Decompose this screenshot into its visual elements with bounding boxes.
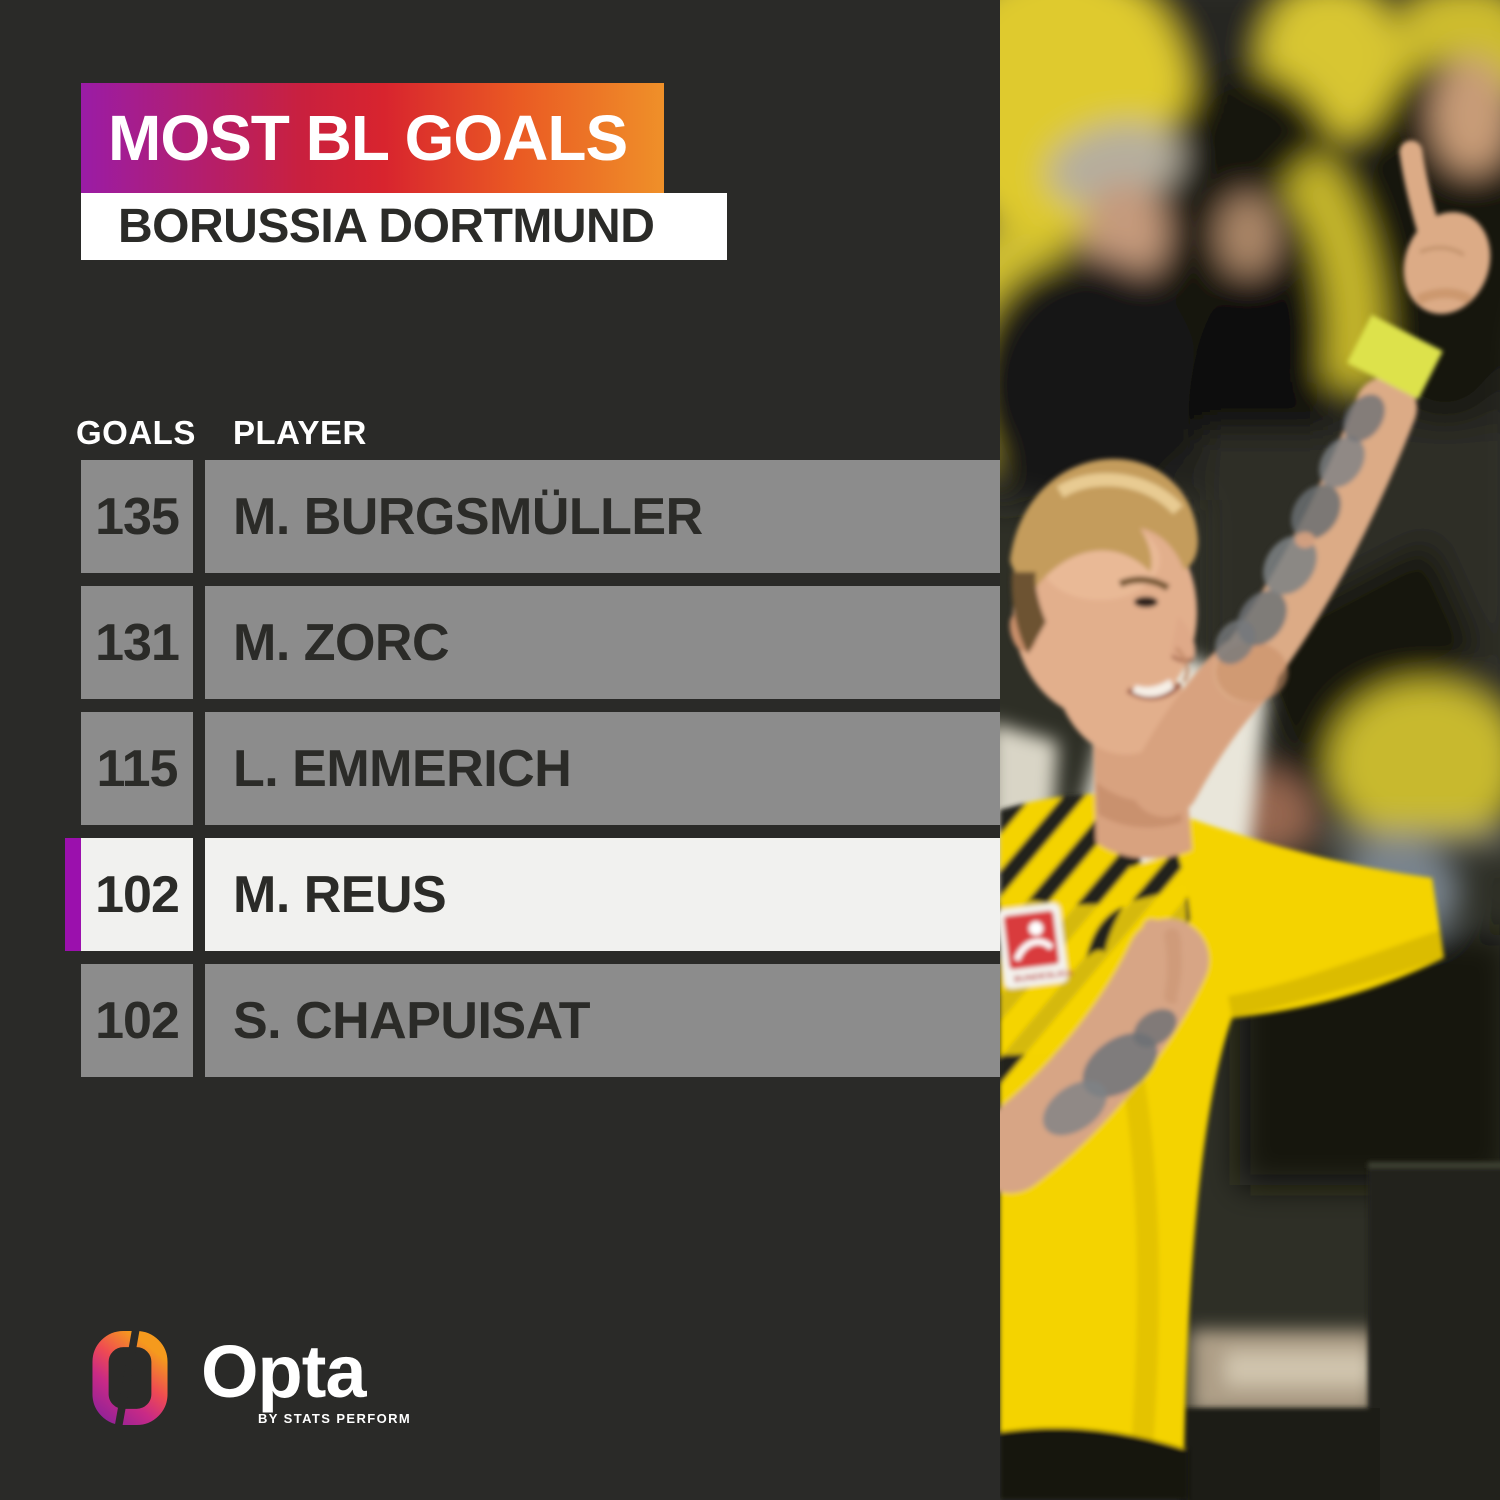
raised-arm [1130, 140, 1491, 817]
player-cell: M. REUS [205, 838, 1000, 951]
forearm-tattoos [1214, 394, 1385, 665]
table-column-headers: GOALS PLAYER [65, 414, 1000, 451]
goals-cell: 131 [81, 586, 193, 699]
page-subtitle: BORUSSIA DORTMUND [118, 199, 655, 253]
table-row: 102 S. CHAPUISAT [65, 964, 1000, 1077]
cell-gap [193, 586, 205, 699]
cell-gap [193, 460, 205, 573]
opta-brand: Opta BY STATS PERFORM [92, 1329, 411, 1427]
goals-value: 135 [95, 487, 180, 546]
table-row: 115 L. EMMERICH [65, 712, 1000, 825]
barrier-structure [1180, 1162, 1500, 1500]
goals-cell: 115 [81, 712, 193, 825]
goals-value: 102 [95, 991, 180, 1050]
row-accent-bar [65, 712, 81, 825]
table-row: 135 M. BURGSMÜLLER [65, 460, 1000, 573]
goals-value: 102 [95, 865, 180, 924]
player-name: L. EMMERICH [233, 739, 572, 798]
brand-text-block: Opta BY STATS PERFORM [201, 1335, 411, 1427]
row-accent-bar [65, 838, 81, 951]
goals-value: 131 [95, 613, 180, 672]
brand-byline: BY STATS PERFORM [258, 1411, 412, 1426]
page-title: MOST BL GOALS [108, 102, 628, 174]
opta-logo-icon [92, 1329, 168, 1427]
goals-cell: 102 [81, 964, 193, 1077]
table-row: 102 M. REUS [65, 838, 1000, 951]
brand-name: Opta [201, 1330, 367, 1413]
puma-logo-icon [1086, 906, 1124, 958]
pointing-finger [1399, 140, 1440, 240]
bundesliga-badge: BUNDESLIGA [1000, 903, 1074, 989]
player-cell: L. EMMERICH [205, 712, 1000, 825]
cell-gap [193, 964, 205, 1077]
goals-cell: 102 [81, 838, 193, 951]
cell-gap [193, 712, 205, 825]
player-figure: BUNDESLIGA [1000, 140, 1491, 1500]
goals-value: 115 [96, 739, 179, 798]
goals-cell: 135 [81, 460, 193, 573]
wristband [1347, 314, 1443, 400]
player-column-header: PLAYER [233, 414, 367, 451]
player-photo: BUNDESLIGA [1000, 0, 1500, 1500]
player-photo-illustration: BUNDESLIGA [1000, 0, 1500, 1500]
cell-gap [193, 838, 205, 951]
player-cell: M. ZORC [205, 586, 1000, 699]
subtitle-banner: BORUSSIA DORTMUND [81, 193, 727, 260]
eye [1134, 596, 1158, 608]
row-accent-bar [65, 586, 81, 699]
player-name: M. ZORC [233, 613, 450, 672]
player-cell: M. BURGSMÜLLER [205, 460, 1000, 573]
row-accent-bar [65, 964, 81, 1077]
stats-table: 135 M. BURGSMÜLLER 131 M. ZORC 115 L. EM… [65, 460, 1000, 1090]
player-name: S. CHAPUISAT [233, 991, 591, 1050]
table-row: 131 M. ZORC [65, 586, 1000, 699]
player-cell: S. CHAPUISAT [205, 964, 1000, 1077]
crossed-arm [1000, 919, 1209, 1193]
title-banner: MOST BL GOALS [81, 83, 664, 193]
eyebrow [1118, 576, 1170, 592]
shorts [1000, 1428, 1188, 1500]
player-name: M. REUS [233, 865, 447, 924]
player-name: M. BURGSMÜLLER [233, 487, 703, 546]
goals-column-header: GOALS [76, 414, 196, 451]
row-accent-bar [65, 460, 81, 573]
head [1009, 458, 1198, 755]
